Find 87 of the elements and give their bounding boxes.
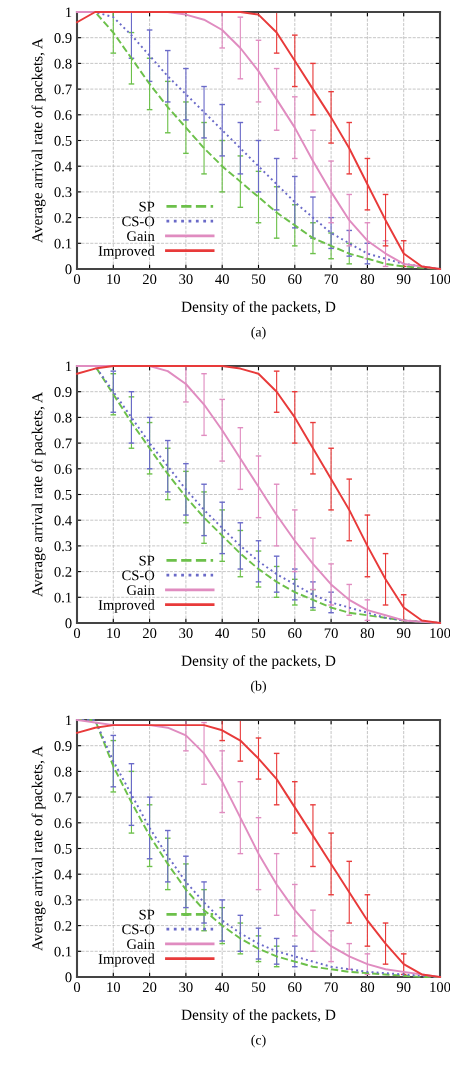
y-tick-label: 0.1 [54,238,72,249]
y-tick-label: 0.3 [54,187,72,198]
x-tick-label: 80 [360,274,375,285]
y-tick-label: 0 [65,618,72,629]
x-tick-label: 10 [107,274,121,285]
x-tick-label: 20 [142,982,157,993]
legend-label: Improved [98,953,155,967]
x-tick-label: 20 [142,628,157,639]
x-tick-label: 30 [179,982,193,993]
legend-label: CS-O [122,216,155,227]
y-tick-label: 1 [66,715,72,726]
y-tick-label: 0.9 [54,387,72,397]
x-tick-label: 50 [252,982,266,993]
y-tick-label: 0.2 [54,566,72,577]
y-axis-title: Average arrival rate of packets, A [31,38,46,243]
x-tick-label: 0 [73,982,81,993]
y-tick-label: 0.4 [54,869,72,880]
x-tick-label: 40 [215,274,229,285]
y-tick-label: 0.7 [54,792,72,803]
y-tick-label: 0.1 [54,592,72,603]
y-tick-label: 1 [66,7,72,18]
y-axis-title: Average arrival rate of packets, A [31,746,46,951]
y-tick-label: 0.9 [54,33,72,43]
x-tick-label: 30 [179,274,193,285]
x-tick-label: 40 [215,628,229,639]
x-tick-label: 0 [73,628,81,639]
text: (b) [251,680,266,694]
x-tick-label: 100 [430,982,450,993]
legend-label: Gain [127,939,155,950]
x-tick-label: 60 [288,982,302,993]
y-tick-label: 1 [66,361,72,372]
x-tick-label: 60 [288,628,302,639]
x-tick-label: 20 [142,274,157,285]
legend-label: Gain [127,231,155,242]
x-tick-label: 50 [252,628,266,639]
y-tick-label: 0.5 [54,843,72,854]
y-tick-label: 0.8 [54,58,72,69]
y-axis-title: Average arrival rate of packets, A [31,392,46,597]
y-tick-label: 0.8 [54,766,72,777]
x-tick-label: 80 [360,628,375,639]
x-tick-label: 60 [288,274,302,285]
x-tick-label: 70 [324,274,338,285]
legend-label: CS-O [122,924,155,935]
y-tick-label: 0 [65,972,72,983]
x-tick-label: 90 [396,274,411,285]
y-tick-label: 0.6 [54,818,72,829]
y-tick-label: 0 [65,264,72,275]
text: (c) [251,1034,266,1048]
x-tick-label: 30 [179,628,193,639]
y-tick-label: 0.2 [54,920,72,931]
y-tick-label: 0.5 [54,135,72,146]
y-tick-label: 0.3 [54,541,72,552]
legend-label: CS-O [122,570,155,581]
x-axis-title: Density of the packets, D [181,1008,336,1024]
x-tick-label: 90 [396,982,411,993]
x-axis-title: Density of the packets, D [181,300,336,316]
legend-label: SP [139,909,155,920]
x-tick-label: 40 [215,982,229,993]
y-tick-label: 0.1 [54,946,72,957]
y-tick-label: 0.9 [54,741,72,751]
x-tick-label: 70 [324,628,338,639]
y-tick-label: 0.2 [54,212,72,223]
y-tick-label: 0.6 [54,110,72,121]
legend-label: Gain [127,585,155,596]
x-tick-label: 80 [360,982,375,993]
x-tick-label: 10 [107,982,121,993]
legend-label: Improved [98,599,155,613]
x-tick-label: 10 [107,628,121,639]
legend-label: SP [139,201,155,212]
x-tick-label: 70 [324,982,338,993]
y-tick-label: 0.7 [54,84,72,95]
y-tick-label: 0.7 [54,438,72,449]
x-axis-title: Density of the packets, D [181,654,336,670]
y-tick-label: 0.8 [54,412,72,423]
text: (a) [251,326,266,340]
y-tick-label: 0.4 [54,515,72,526]
y-tick-label: 0.5 [54,489,72,500]
y-tick-label: 0.3 [54,895,72,906]
legend-label: SP [139,555,155,566]
x-tick-label: 0 [73,274,81,285]
x-tick-label: 100 [430,274,450,285]
x-tick-label: 50 [252,274,266,285]
x-tick-label: 100 [430,628,450,639]
legend-label: Improved [98,245,155,259]
x-tick-label: 90 [396,628,411,639]
y-tick-label: 0.4 [54,161,72,172]
y-tick-label: 0.6 [54,464,72,475]
